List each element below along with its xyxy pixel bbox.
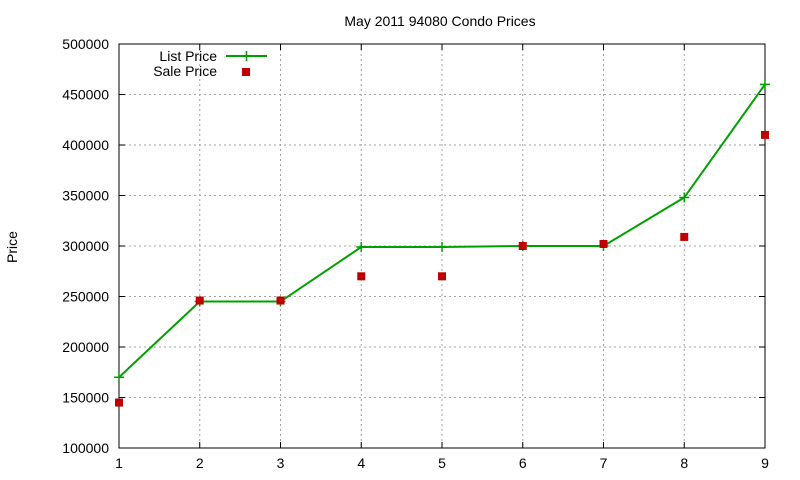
y-tick-label: 450000 bbox=[62, 87, 109, 103]
y-tick-label: 400000 bbox=[62, 137, 109, 153]
sale-price-point bbox=[438, 272, 446, 281]
sale-price-point bbox=[357, 272, 366, 281]
x-tick-label: 7 bbox=[600, 455, 608, 471]
list-price-point bbox=[114, 372, 124, 383]
legend-label-sale-price: Sale Price bbox=[153, 63, 217, 79]
data-series bbox=[114, 79, 770, 407]
legend-marker-sale-price bbox=[242, 68, 250, 76]
x-tick-label: 3 bbox=[277, 455, 285, 471]
y-tick-label: 200000 bbox=[62, 339, 109, 355]
x-tick-label: 1 bbox=[115, 455, 123, 471]
sale-price-point bbox=[115, 398, 123, 407]
sale-price-point bbox=[599, 239, 608, 248]
axes bbox=[118, 43, 766, 449]
y-tick-label: 300000 bbox=[62, 238, 109, 254]
legend: List Price Sale Price bbox=[153, 48, 267, 79]
x-tick-label: 2 bbox=[196, 455, 204, 471]
sale-price-point bbox=[761, 130, 769, 139]
x-tick-label: 4 bbox=[357, 455, 365, 471]
chart-title: May 2011 94080 Condo Prices bbox=[344, 13, 535, 29]
y-tick-label: 500000 bbox=[62, 36, 109, 52]
sale-price-point bbox=[195, 296, 204, 305]
sale-price-point bbox=[680, 232, 689, 241]
list-price-point bbox=[679, 192, 690, 203]
tick-labels: 1 2 3 4 5 6 7 8 9 100000 150000 200000 250000 300000 3… bbox=[62, 36, 769, 471]
y-tick-label: 150000 bbox=[62, 390, 109, 406]
x-tick-label: 9 bbox=[761, 455, 769, 471]
list-price-point bbox=[356, 242, 367, 253]
y-tick-label: 250000 bbox=[62, 289, 109, 305]
y-tick-label: 100000 bbox=[62, 440, 109, 456]
x-tick-label: 5 bbox=[438, 455, 446, 471]
x-tick-label: 6 bbox=[519, 455, 527, 471]
list-price-point bbox=[437, 242, 447, 253]
legend-label-list-price: List Price bbox=[159, 48, 217, 64]
x-tick-label: 8 bbox=[680, 455, 688, 471]
legend-marker-list-price bbox=[241, 51, 252, 61]
sale-price-point bbox=[518, 242, 527, 250]
list-price-point bbox=[760, 79, 770, 90]
sale-price-point bbox=[276, 296, 285, 305]
y-tick-label: 350000 bbox=[62, 188, 109, 204]
y-axis-label: Price bbox=[4, 231, 20, 263]
